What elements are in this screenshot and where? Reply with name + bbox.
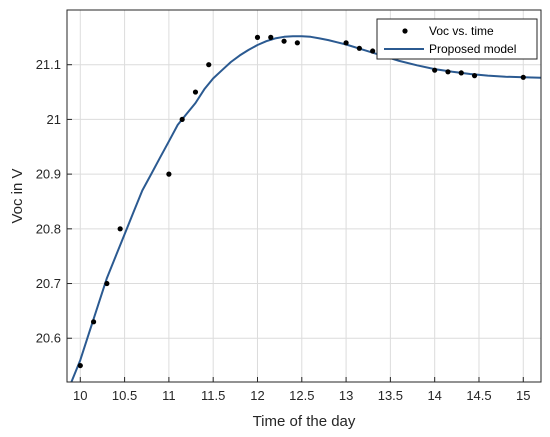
x-tick-label: 13.5	[378, 388, 403, 403]
y-axis-label: Voc in V	[9, 168, 26, 223]
x-tick-label: 10	[73, 388, 87, 403]
ticks: 10 10.5 11 11.5 12 12.5 13 13.5 14 14.5 15 20.6 20.7…	[36, 57, 531, 403]
legend-box	[376, 18, 538, 60]
data-point	[343, 40, 349, 46]
data-point	[90, 319, 97, 325]
y-tick-label: 21	[47, 112, 61, 127]
x-axis-label: Time of the day	[253, 413, 356, 430]
legend-label-line: Proposed model	[429, 42, 516, 56]
data-point	[166, 171, 172, 177]
x-tick-label: 10.5	[112, 388, 137, 403]
data-point	[294, 40, 300, 46]
data-point	[281, 38, 287, 44]
plot-frame	[66, 9, 542, 383]
y-tick-label: 20.7	[36, 276, 61, 291]
x-tick-label: 15	[516, 388, 530, 403]
data-point	[370, 48, 376, 54]
data-point	[254, 34, 261, 40]
y-tick-label: 21.1	[36, 57, 61, 72]
data-point	[471, 73, 478, 79]
x-tick-label: 13	[339, 388, 353, 403]
x-tick-label: 11.5	[201, 388, 225, 403]
y-tick-label: 20.6	[36, 331, 61, 346]
data-point	[117, 226, 123, 232]
data-point	[458, 70, 464, 76]
grid	[67, 10, 541, 382]
series-layer	[70, 34, 541, 382]
plot-background	[67, 10, 541, 382]
data-point	[192, 89, 199, 95]
data-point	[432, 67, 438, 73]
x-tick-label: 11	[162, 388, 176, 403]
y-tick-label: 20.9	[36, 167, 61, 182]
x-tick-label: 14	[427, 388, 441, 403]
x-tick-label: 12	[250, 388, 264, 403]
x-tick-label: 12.5	[289, 388, 314, 403]
data-point	[104, 280, 110, 287]
legend-label-scatter: Voc vs. time	[429, 24, 494, 38]
y-tick-label: 20.8	[36, 221, 61, 236]
data-point	[445, 69, 451, 75]
data-point	[206, 62, 212, 68]
data-point	[356, 45, 362, 51]
data-point	[268, 34, 274, 40]
series-line-proposed-model	[70, 35, 541, 382]
data-point	[520, 74, 526, 80]
data-point	[77, 362, 83, 369]
data-point	[179, 116, 185, 123]
x-tick-label: 14.5	[466, 388, 491, 403]
legend: Voc vs. time Proposed model	[376, 18, 538, 60]
legend-marker-scatter	[402, 28, 408, 34]
